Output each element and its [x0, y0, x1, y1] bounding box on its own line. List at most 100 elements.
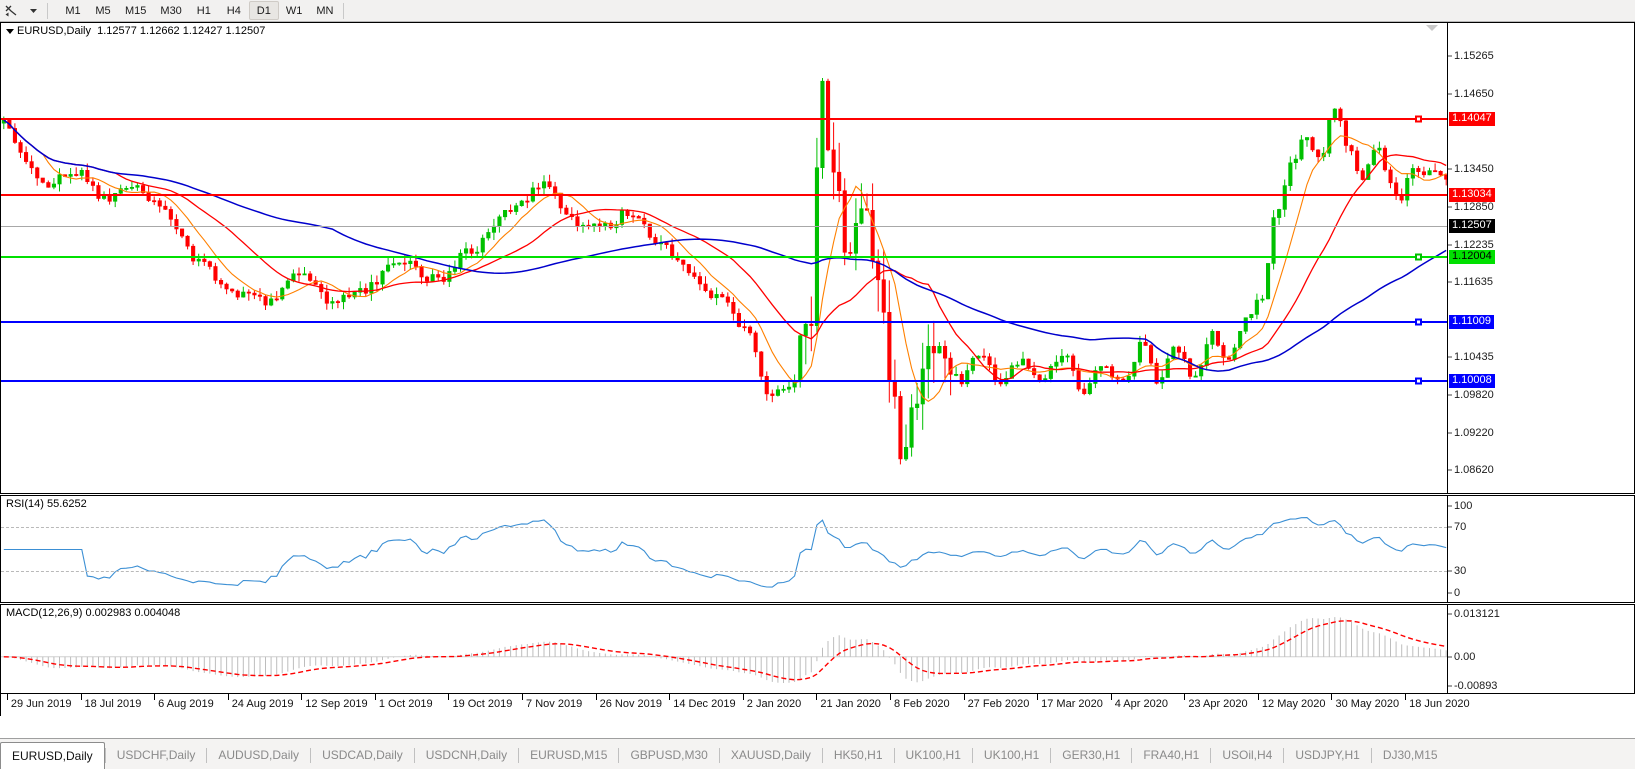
chart-tab-dj30-m15[interactable]: DJ30,M15 [1382, 747, 1438, 762]
macd-plot[interactable] [1, 605, 1447, 693]
chart-tab-audusd-daily[interactable]: AUDUSD,Daily [218, 747, 300, 762]
price-tick [1448, 244, 1452, 246]
chart-tab-xauusd-daily[interactable]: XAUUSD,Daily [730, 747, 811, 762]
date-tick-label: 8 Feb 2020 [893, 698, 950, 710]
tab-divider [821, 748, 823, 763]
level-anchor-support-2[interactable] [1415, 318, 1422, 326]
level-anchor-support-1[interactable] [1415, 253, 1422, 261]
price-tick-label: 1.08620 [1454, 464, 1494, 476]
rsi-pane[interactable]: RSI(14) 55.6252 100 70 30 0 [0, 495, 1635, 603]
collapse-triangle-icon[interactable] [6, 28, 14, 34]
chart-tab-usdcnh-daily[interactable]: USDCNH,Daily [425, 747, 508, 762]
macd-tick-label: -0.00893 [1454, 680, 1498, 692]
rsi-tick [1448, 570, 1452, 572]
chart-tab-ger30-h1[interactable]: GER30,H1 [1062, 747, 1121, 762]
date-tick-label: 7 Nov 2019 [526, 698, 583, 710]
price-tick [1448, 432, 1452, 434]
timeframe-button-m5[interactable]: M5 [95, 4, 111, 17]
date-tick-label: 18 Jul 2019 [84, 698, 142, 710]
crosshair-icon[interactable] [0, 1, 22, 21]
chart-tab-uk100-h1[interactable]: UK100,H1 [905, 747, 961, 762]
timeframe-button-w1[interactable]: W1 [285, 4, 303, 17]
price-pane[interactable]: EURUSD,Daily 1.12577 1.12662 1.12427 1.1… [0, 22, 1635, 627]
date-tick-label: 17 Mar 2020 [1041, 698, 1103, 710]
tab-divider [618, 748, 620, 763]
chart-tab-usoil-h4[interactable]: USOil,H4 [1222, 747, 1273, 762]
rsi-tick-label: 100 [1454, 500, 1473, 512]
timeframe-button-h1[interactable]: H1 [196, 4, 211, 17]
date-tick [154, 694, 156, 700]
timeframe-button-mn[interactable]: MN [316, 4, 334, 17]
chevron-down-icon[interactable] [22, 1, 44, 21]
timeframe-button-m30[interactable]: M30 [160, 4, 182, 17]
tab-divider [971, 748, 973, 763]
chart-tab-hk50-h1[interactable]: HK50,H1 [833, 747, 883, 762]
chart-tab-usdchf-daily[interactable]: USDCHF,Daily [116, 747, 196, 762]
timeframe-button-m15[interactable]: M15 [125, 4, 147, 17]
macd-tick [1448, 656, 1452, 658]
rsi-tick-label: 30 [1454, 565, 1467, 577]
rsi-line-series [3, 517, 1447, 588]
level-line-support-1[interactable] [1, 256, 1447, 258]
price-tick [1448, 168, 1452, 170]
macd-pane[interactable]: MACD(12,26,9) 0.002983 0.004048 0.013121… [0, 604, 1635, 694]
date-tick [742, 694, 744, 700]
tab-divider [893, 748, 895, 763]
date-tick-label: 4 Apr 2020 [1114, 698, 1168, 710]
chart-tab-fra40-h1[interactable]: FRA40,H1 [1143, 747, 1200, 762]
macd-tick-label: 0.00 [1454, 651, 1476, 663]
date-tick [816, 694, 818, 700]
candlestick-series [1, 78, 1447, 465]
rsi-oversold-line [1, 571, 1447, 572]
date-tick-label: 21 Jan 2020 [820, 698, 881, 710]
date-tick-label: 14 Dec 2019 [673, 698, 736, 710]
chart-tab-bar[interactable]: EURUSD,Daily USDCHF,Daily AUDUSD,Daily USDC… [0, 738, 1635, 769]
price-plot[interactable] [1, 23, 1447, 493]
chart-tab-gbpusd-m30[interactable]: GBPUSD,M30 [630, 747, 708, 762]
tab-divider [1283, 748, 1285, 763]
price-scale[interactable]: 1.15265 1.14650 1.13450 1.12850 1.12235 1.116… [1447, 23, 1634, 627]
level-line-support-2[interactable] [1, 321, 1447, 323]
date-tick [374, 694, 376, 700]
level-anchor-support-3[interactable] [1415, 377, 1422, 385]
price-tag-support-1[interactable]: 1.12004 [1449, 250, 1495, 264]
level-anchor-resistance-1[interactable] [1415, 115, 1422, 123]
price-tag-current-price[interactable]: 1.12507 [1449, 219, 1495, 233]
chart-tab-usdjpy-h1[interactable]: USDJPY,H1 [1295, 747, 1360, 762]
tab-divider [1370, 748, 1372, 763]
tab-divider [1210, 748, 1212, 763]
chart-tab-eurusd-daily[interactable]: EURUSD,Daily [0, 742, 105, 769]
tab-divider [718, 748, 720, 763]
price-tag-resistance-1[interactable]: 1.14047 [1449, 112, 1495, 126]
price-tag-support-2[interactable]: 1.11009 [1449, 315, 1494, 329]
tab-divider [1050, 748, 1052, 763]
rsi-tick [1448, 592, 1452, 594]
level-line-support-3[interactable] [1, 380, 1447, 382]
date-tick [1331, 694, 1333, 700]
tab-divider [310, 748, 312, 763]
timeframe-button-m1[interactable]: M1 [65, 4, 81, 17]
chart-tab-eurusd-m15[interactable]: EURUSD,M15 [530, 747, 608, 762]
price-tick [1448, 394, 1452, 396]
price-tag-resistance-2[interactable]: 1.13034 [1449, 188, 1495, 202]
date-tick [522, 694, 524, 700]
rsi-overbought-line [1, 527, 1447, 528]
chart-ohlc-label: 1.12577 1.12662 1.12427 1.12507 [97, 25, 266, 37]
date-tick [1405, 694, 1407, 700]
price-tick [1448, 281, 1452, 283]
chart-tab-uk100-h1[interactable]: UK100,H1 [983, 747, 1040, 762]
toolbar-grip[interactable] [51, 3, 58, 19]
date-tick-label: 30 May 2020 [1335, 698, 1400, 710]
timeframe-button-h4[interactable]: H4 [226, 4, 241, 17]
price-tag-support-3[interactable]: 1.10008 [1449, 374, 1495, 388]
date-tick [1184, 694, 1186, 700]
scroll-handle-icon[interactable] [1426, 25, 1438, 31]
date-tick-label: 23 Apr 2020 [1188, 698, 1248, 710]
level-line-resistance-1[interactable] [1, 118, 1447, 120]
level-line-resistance-2[interactable] [1, 194, 1447, 196]
rsi-plot[interactable] [1, 496, 1447, 602]
chart-tab-usdcad-daily[interactable]: USDCAD,Daily [322, 747, 403, 762]
timeframe-button-d1[interactable]: D1 [248, 1, 279, 20]
date-tick [301, 694, 303, 700]
chart-area[interactable]: EURUSD,Daily 1.12577 1.12662 1.12427 1.1… [0, 22, 1635, 716]
